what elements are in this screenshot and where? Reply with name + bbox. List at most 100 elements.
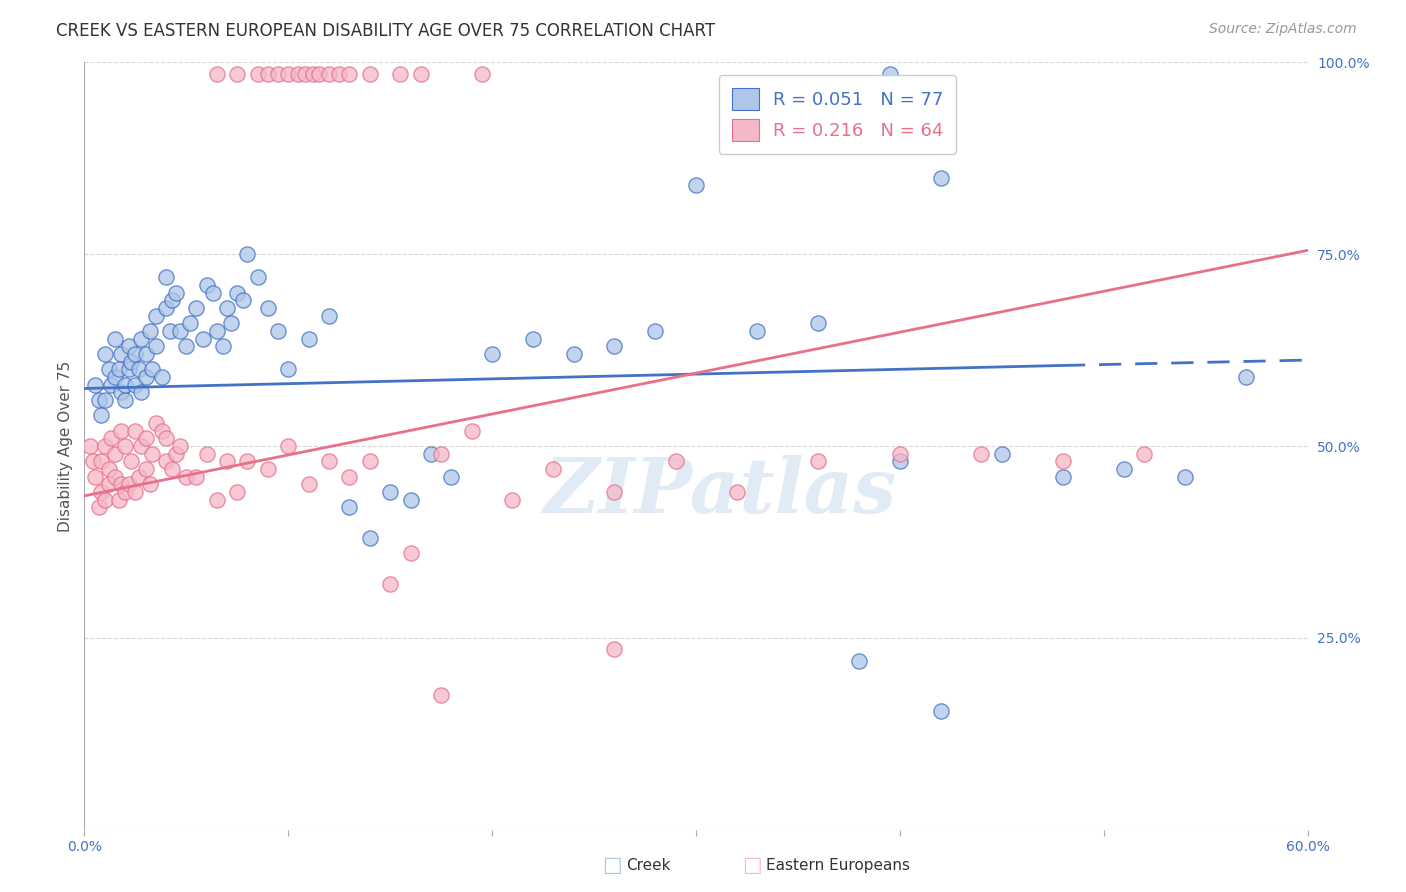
Point <box>380 577 402 591</box>
Point <box>110 424 132 438</box>
Point <box>236 454 259 468</box>
Point <box>87 392 110 407</box>
Point <box>110 385 132 400</box>
Point <box>267 324 290 338</box>
Point <box>104 370 127 384</box>
Point <box>118 339 141 353</box>
Point <box>114 377 136 392</box>
Text: Creek: Creek <box>626 858 671 872</box>
Point <box>186 301 208 315</box>
Point <box>186 469 208 483</box>
Point <box>430 689 453 703</box>
Point <box>100 431 122 445</box>
Point <box>159 324 181 338</box>
Point <box>308 67 330 81</box>
Point <box>298 477 321 491</box>
Point <box>246 67 269 81</box>
Point <box>124 347 146 361</box>
Point <box>1052 454 1074 468</box>
Point <box>155 301 177 315</box>
Legend: R = 0.051   N = 77, R = 0.216   N = 64: R = 0.051 N = 77, R = 0.216 N = 64 <box>718 75 956 153</box>
Point <box>219 316 242 330</box>
Point <box>257 67 280 81</box>
Text: CREEK VS EASTERN EUROPEAN DISABILITY AGE OVER 75 CORRELATION CHART: CREEK VS EASTERN EUROPEAN DISABILITY AGE… <box>56 22 716 40</box>
Point <box>110 477 132 491</box>
Point <box>174 469 197 483</box>
Point <box>399 492 422 507</box>
Point <box>277 67 299 81</box>
Point <box>104 332 127 346</box>
Point <box>138 477 160 491</box>
Point <box>246 270 269 285</box>
Point <box>104 469 127 483</box>
Point <box>155 270 177 285</box>
Point <box>217 301 239 315</box>
Point <box>603 642 626 657</box>
Point <box>889 454 911 468</box>
Point <box>100 377 122 392</box>
Point <box>380 485 402 500</box>
Point <box>179 316 201 330</box>
Point <box>90 409 112 423</box>
Point <box>991 447 1014 461</box>
Point <box>145 416 167 430</box>
Point <box>141 362 163 376</box>
Point <box>359 531 381 545</box>
Point <box>277 362 299 376</box>
Point <box>97 462 120 476</box>
Point <box>160 462 183 476</box>
Point <box>287 67 309 81</box>
Point <box>848 654 870 668</box>
Point <box>889 447 911 461</box>
Text: Eastern Europeans: Eastern Europeans <box>766 858 910 872</box>
Point <box>97 477 120 491</box>
Point <box>104 447 127 461</box>
Point <box>277 439 299 453</box>
Point <box>169 324 191 338</box>
Point <box>807 316 830 330</box>
Point <box>93 439 115 453</box>
Point <box>155 454 177 468</box>
Point <box>108 492 131 507</box>
Point <box>217 454 239 468</box>
Point <box>155 431 177 445</box>
Point <box>82 454 104 468</box>
Point <box>205 324 228 338</box>
Point <box>124 485 146 500</box>
Point <box>359 67 381 81</box>
Point <box>298 332 321 346</box>
Point <box>87 500 110 515</box>
Point <box>195 447 218 461</box>
Point <box>83 377 105 392</box>
Point <box>135 347 157 361</box>
Text: Source: ZipAtlas.com: Source: ZipAtlas.com <box>1209 22 1357 37</box>
Point <box>110 347 132 361</box>
Point <box>399 546 422 560</box>
Point <box>562 347 585 361</box>
Point <box>301 67 323 81</box>
Point <box>522 332 544 346</box>
Point <box>165 285 187 300</box>
Point <box>191 332 214 346</box>
Point <box>93 392 115 407</box>
Point <box>212 339 235 353</box>
Point <box>114 485 136 500</box>
Point <box>135 431 157 445</box>
Point <box>236 247 259 261</box>
Point <box>339 500 361 515</box>
Point <box>131 332 153 346</box>
Point <box>481 347 503 361</box>
Point <box>97 362 120 376</box>
Point <box>807 454 830 468</box>
Point <box>108 362 131 376</box>
Y-axis label: Disability Age Over 75: Disability Age Over 75 <box>58 360 73 532</box>
Point <box>114 392 136 407</box>
Point <box>929 170 952 185</box>
Point <box>644 324 666 338</box>
Point <box>118 477 141 491</box>
Point <box>1174 469 1197 483</box>
Point <box>169 439 191 453</box>
Point <box>93 492 115 507</box>
Point <box>79 439 101 453</box>
Point <box>205 492 228 507</box>
